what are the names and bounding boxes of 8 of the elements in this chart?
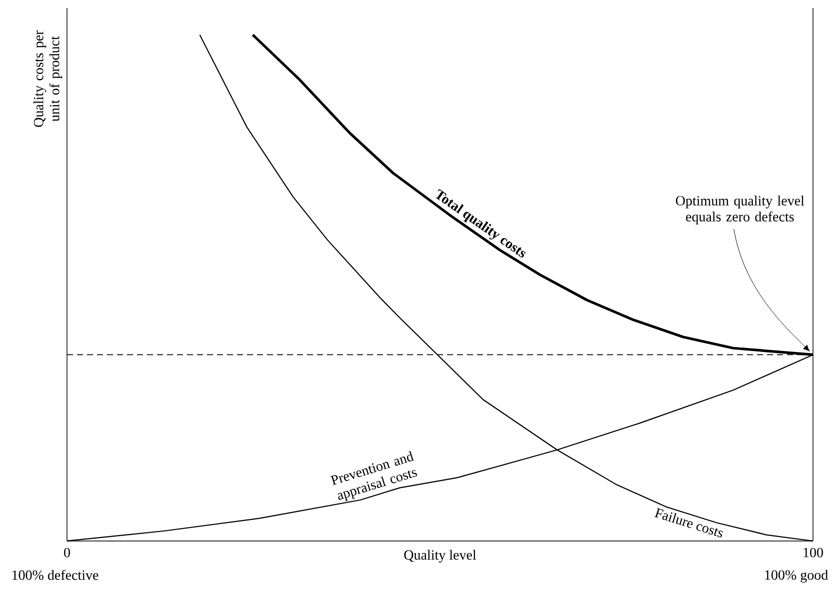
x-tick-label: 0 [64,548,70,558]
y-axis-title: Quality costs per unit of product [33,30,62,127]
annotation: Optimum quality level equals zero defects [676,196,804,224]
x-tick-label: 100 [804,548,823,558]
text: 100% good [765,570,828,583]
x-axis-title: Quality level [404,550,476,563]
text: 100% defective [12,570,98,580]
text: Failure costs [654,508,723,538]
